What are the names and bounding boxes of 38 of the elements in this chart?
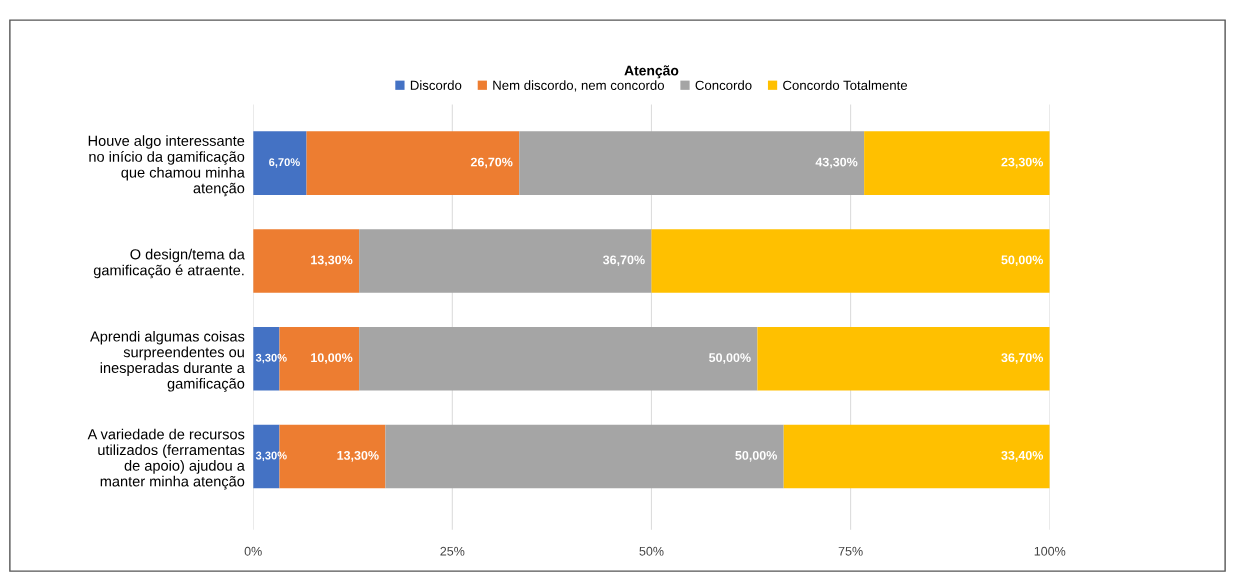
bar — [253, 229, 360, 293]
y-tick-label: O design/tema da gamificação é atraente. — [93, 248, 245, 279]
data-label: 23,30% — [1001, 157, 1044, 169]
x-tick-label: 50% — [639, 546, 664, 556]
data-label: 33,40% — [1001, 450, 1044, 462]
bar — [359, 229, 652, 293]
data-label: 36,70% — [1001, 353, 1044, 364]
data-label: 10,00% — [311, 353, 353, 364]
x-tick-label: 100% — [1034, 546, 1066, 556]
legend-label: Nem discordo, nem concordo — [493, 80, 665, 92]
bar — [757, 326, 1050, 391]
data-label: 50,00% — [709, 353, 751, 364]
data-label: 6,70% — [269, 158, 300, 168]
x-tick-label: 25% — [440, 546, 465, 556]
data-label: 50,00% — [1001, 255, 1044, 267]
bar — [253, 131, 307, 195]
x-tick-label: 75% — [838, 546, 863, 556]
y-tick-label: Aprendi algumas coisas surpreendentes ou inesperadas durante a gamificação — [90, 330, 245, 392]
data-label: 50,00% — [735, 450, 777, 462]
legend-label: Concordo Totalmente — [783, 80, 908, 90]
legend-label: Discordo — [410, 80, 462, 90]
legend-label: Concordo — [695, 80, 752, 90]
data-label: 26,70% — [470, 157, 513, 169]
bar — [864, 131, 1050, 195]
x-tick-label: 0% — [244, 546, 262, 556]
bar — [385, 424, 784, 489]
data-label: 13,30% — [311, 255, 353, 267]
bar — [651, 229, 1050, 293]
data-label: 43,30% — [815, 157, 858, 169]
y-tick-label: A variedade de recursos utilizados (ferramentas de apoio) ajudou a manter minha atenção — [87, 428, 245, 490]
bar — [306, 131, 520, 195]
bar — [359, 326, 758, 391]
y-tick-label: Houve algo interessante no início da gamificação que chamou minha atenção — [88, 135, 245, 197]
data-label: 36,70% — [602, 255, 645, 267]
bar — [783, 424, 1050, 489]
data-label: 13,30% — [337, 450, 379, 462]
bar — [519, 131, 865, 195]
chart-title: Atenção — [624, 65, 679, 79]
